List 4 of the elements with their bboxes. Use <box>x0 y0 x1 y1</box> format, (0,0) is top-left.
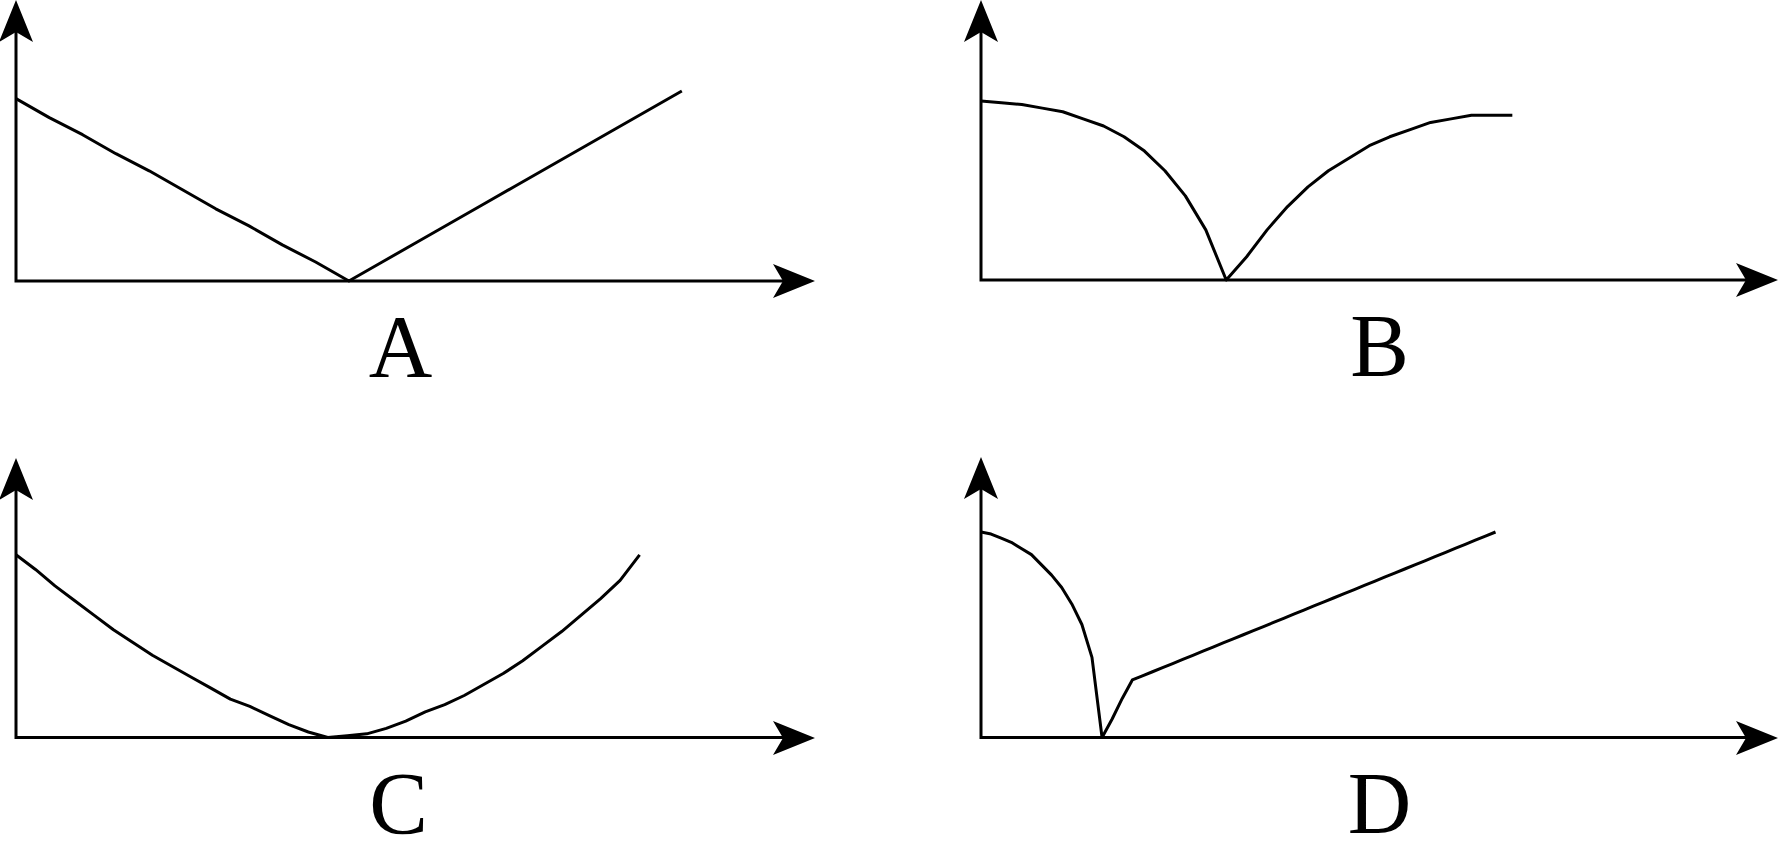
x-axis-title: A <box>368 298 433 395</box>
x-axis-title: B <box>1350 297 1409 394</box>
x-axis-title: C <box>369 754 428 852</box>
x-axis-title: D <box>1347 754 1412 852</box>
